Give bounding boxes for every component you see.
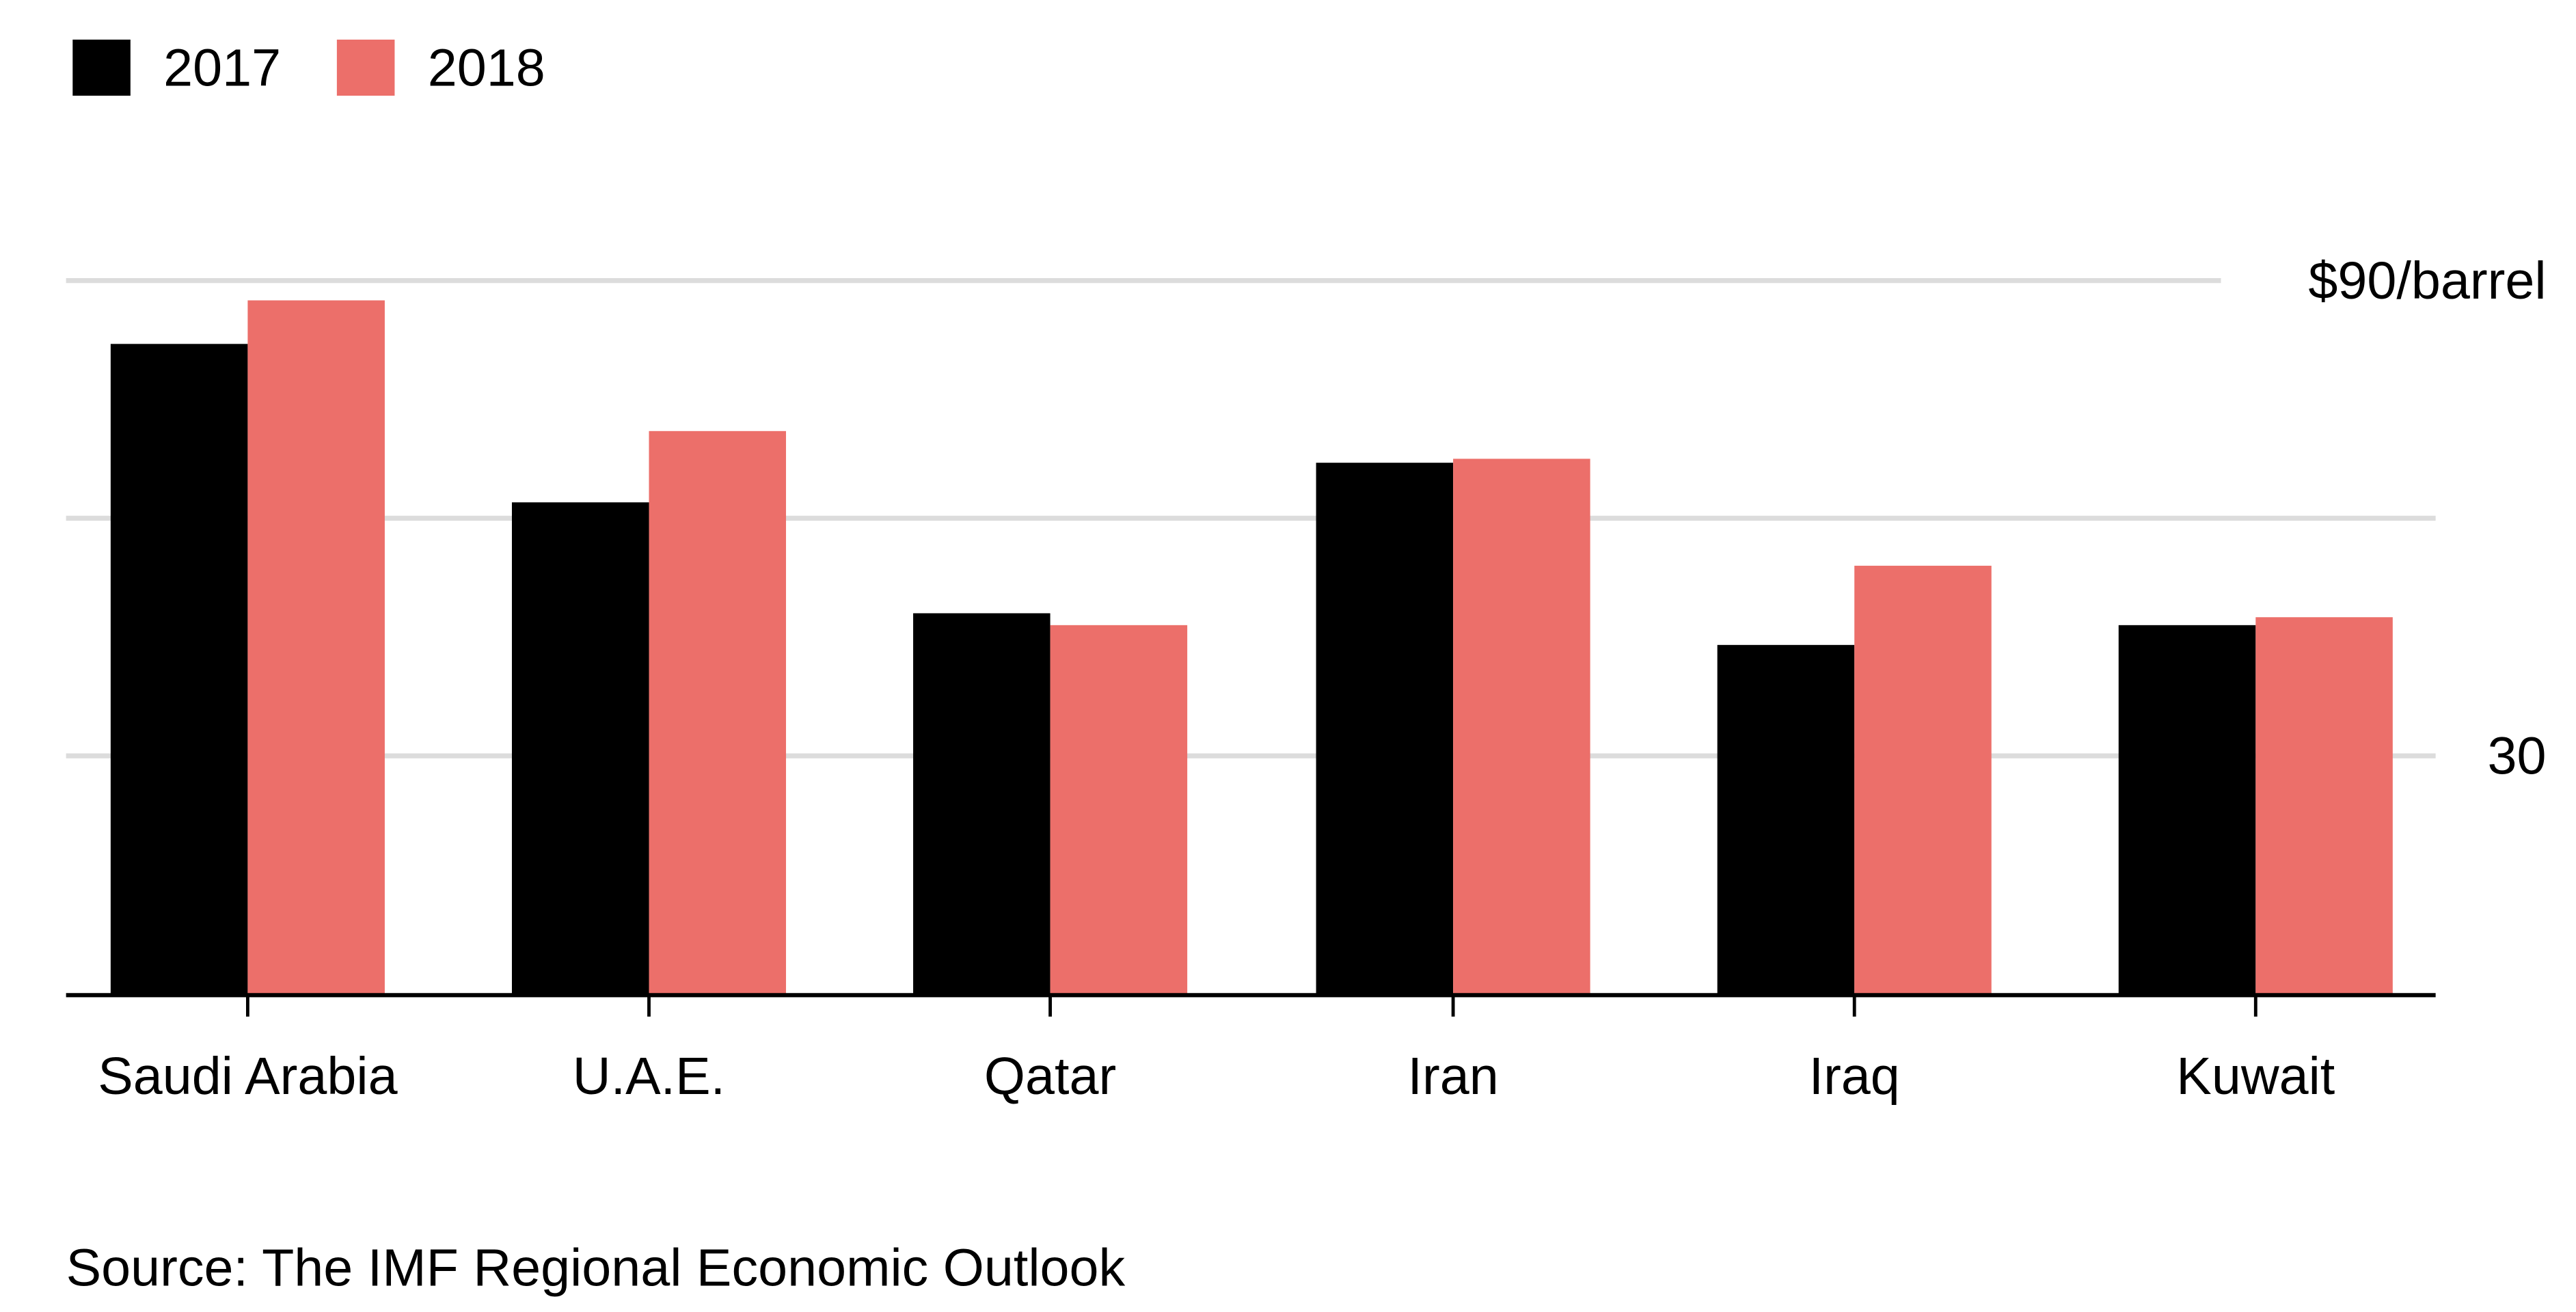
bar-2017-u-a-e- [511,502,649,994]
x-tick-label: Qatar [984,1047,1116,1106]
legend-swatch-2017 [72,39,131,96]
legend-label-2018: 2018 [428,39,545,98]
x-tick-label: Saudi Arabia [98,1047,397,1106]
bar-2017-iraq [1717,644,1855,994]
y-tick-label-90: $90/barrel [2308,251,2546,310]
x-tick-label: Iran [1408,1047,1499,1106]
x-tick-label: U.A.E. [573,1047,725,1106]
bar-2018-iraq [1854,565,1992,994]
bar-2017-saudi-arabia [110,344,248,994]
bar-2017-iran [1316,463,1454,994]
x-tick-label: Iraq [1809,1047,1900,1106]
bar-2018-u-a-e- [649,430,787,994]
bar-2017-qatar [913,613,1050,994]
legend-label-2017: 2017 [163,39,281,98]
bar-2018-qatar [1050,625,1188,994]
y-tick-label-30: 30 [2488,727,2547,786]
source-note: Source: The IMF Regional Economic Outloo… [66,1238,1126,1297]
gridlines: 30 $90/barrel [66,251,2547,786]
x-axis: Saudi Arabia U.A.E. Qatar Iran Iraq Kuwait [66,993,2436,1106]
bar-2018-saudi-arabia [247,300,385,994]
bars [110,300,2393,994]
bar-2018-kuwait [2255,617,2393,994]
legend-swatch-2018 [336,39,395,96]
bar-2018-iran [1453,459,1590,994]
legend: 2017 2018 [72,39,545,98]
x-tick-label: Kuwait [2176,1047,2335,1106]
bar-2017-kuwait [2118,625,2256,994]
